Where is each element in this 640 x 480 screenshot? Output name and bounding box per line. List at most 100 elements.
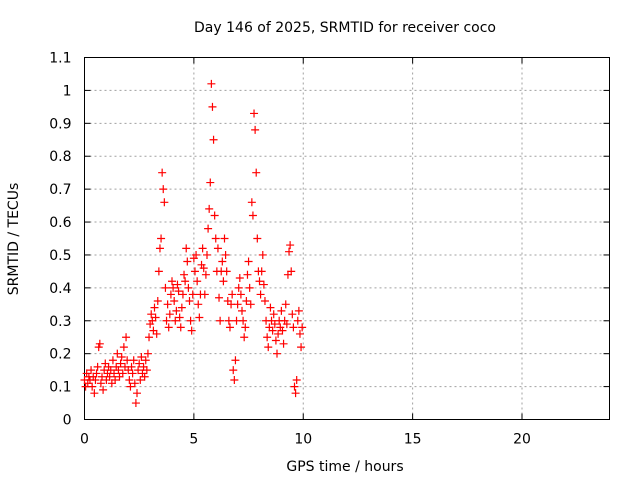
y-tick-label: 0.2 bbox=[49, 347, 71, 363]
data-point bbox=[101, 359, 110, 368]
data-point bbox=[127, 362, 136, 371]
data-point bbox=[271, 336, 280, 345]
data-point bbox=[292, 376, 301, 385]
data-point bbox=[236, 290, 245, 299]
data-point bbox=[140, 372, 149, 381]
data-point bbox=[295, 329, 304, 338]
data-point bbox=[225, 323, 234, 332]
data-point bbox=[147, 310, 156, 319]
data-point bbox=[208, 102, 217, 111]
data-point bbox=[131, 399, 140, 408]
data-point bbox=[116, 359, 125, 368]
data-point bbox=[206, 178, 215, 187]
data-point bbox=[288, 310, 297, 319]
data-point bbox=[245, 283, 254, 292]
data-point bbox=[243, 270, 252, 279]
data-point bbox=[260, 297, 269, 306]
data-point bbox=[289, 323, 298, 332]
data-point bbox=[216, 316, 225, 325]
data-point bbox=[145, 333, 154, 342]
data-point bbox=[218, 257, 227, 266]
data-point bbox=[139, 362, 148, 371]
data-point bbox=[159, 185, 168, 194]
data-point bbox=[265, 323, 274, 332]
data-point bbox=[163, 300, 172, 309]
data-point bbox=[263, 333, 272, 342]
data-point bbox=[298, 323, 307, 332]
data-point bbox=[222, 267, 231, 276]
data-point bbox=[122, 333, 131, 342]
data-point bbox=[188, 290, 197, 299]
data-point bbox=[173, 280, 182, 289]
data-point bbox=[264, 343, 273, 352]
data-point bbox=[162, 316, 171, 325]
data-point bbox=[93, 362, 102, 371]
data-point bbox=[181, 277, 190, 286]
data-point bbox=[186, 316, 195, 325]
data-point bbox=[175, 313, 184, 322]
data-point bbox=[293, 316, 302, 325]
data-point bbox=[244, 257, 253, 266]
data-point bbox=[183, 257, 192, 266]
data-point bbox=[98, 372, 106, 381]
data-point bbox=[124, 366, 133, 375]
data-point bbox=[168, 277, 176, 286]
data-point bbox=[286, 241, 295, 250]
data-point bbox=[257, 267, 266, 276]
data-point bbox=[210, 211, 219, 220]
x-axis-label: GPS time / hours bbox=[286, 459, 403, 475]
data-point bbox=[277, 306, 286, 315]
data-point bbox=[153, 297, 162, 306]
data-point bbox=[141, 356, 150, 365]
x-tick-label: 0 bbox=[80, 432, 89, 448]
data-point bbox=[99, 385, 108, 394]
data-point bbox=[203, 250, 211, 259]
data-point bbox=[266, 303, 275, 312]
data-point bbox=[95, 339, 104, 348]
data-point bbox=[172, 306, 181, 315]
data-point bbox=[250, 109, 259, 118]
data-point bbox=[231, 356, 240, 365]
data-point bbox=[269, 310, 278, 319]
data-point bbox=[241, 323, 250, 332]
data-point bbox=[201, 270, 210, 279]
y-tick-label: 0.4 bbox=[49, 281, 71, 297]
data-point bbox=[297, 343, 306, 352]
data-point bbox=[174, 287, 183, 296]
data-point bbox=[294, 306, 303, 315]
data-point bbox=[215, 293, 224, 302]
data-point bbox=[130, 379, 139, 388]
data-point bbox=[143, 349, 152, 358]
y-tick-label: 1.1 bbox=[49, 51, 71, 67]
axis-ticks: 0 0.1 0.2 0.3 0.4 0.5 0.6 0.7 0.8 0.9 1 1.1 0 5 10 15 20 bbox=[49, 51, 610, 448]
data-point bbox=[160, 198, 169, 207]
data-point bbox=[105, 372, 114, 381]
data-point bbox=[220, 234, 229, 243]
data-point bbox=[274, 329, 283, 338]
data-point bbox=[133, 389, 141, 398]
data-point bbox=[149, 326, 158, 335]
data-point bbox=[248, 211, 257, 220]
data-point bbox=[229, 366, 238, 375]
data-point bbox=[285, 247, 294, 256]
data-point bbox=[194, 300, 203, 309]
y-tick-label: 0.7 bbox=[49, 182, 71, 198]
data-point bbox=[114, 366, 123, 375]
data-point bbox=[256, 290, 265, 299]
data-point bbox=[213, 244, 222, 253]
data-point bbox=[164, 323, 173, 332]
data-point bbox=[278, 326, 287, 335]
data-points bbox=[80, 79, 307, 408]
data-point bbox=[152, 329, 161, 338]
data-point bbox=[233, 300, 242, 309]
data-point bbox=[282, 320, 291, 329]
data-point bbox=[161, 283, 170, 292]
data-point bbox=[106, 366, 115, 375]
data-point bbox=[94, 343, 103, 352]
data-point bbox=[279, 339, 288, 348]
data-point bbox=[234, 283, 243, 292]
data-point bbox=[195, 313, 204, 322]
data-point bbox=[180, 270, 189, 279]
x-tick-label: 5 bbox=[189, 432, 198, 448]
